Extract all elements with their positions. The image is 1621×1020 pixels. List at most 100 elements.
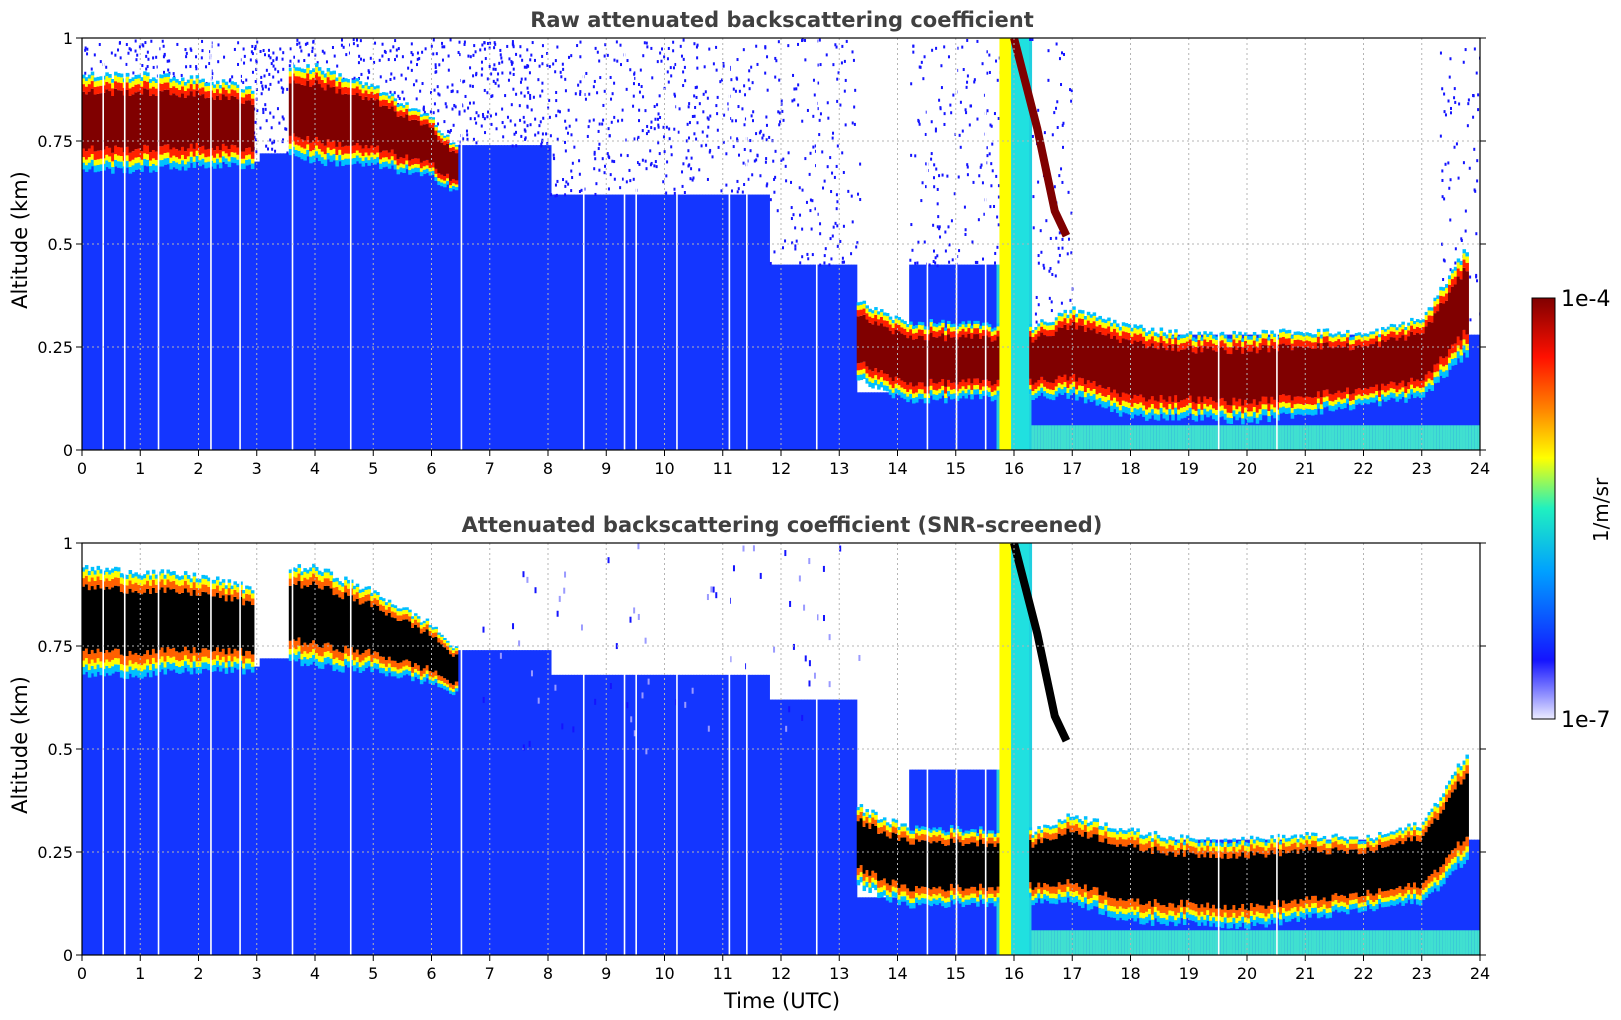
cloud-cell [1270, 345, 1274, 397]
cloud-cell [125, 72, 130, 77]
cloud-cell [1244, 332, 1248, 336]
cloud-cell [1066, 329, 1070, 381]
noise-pixel [269, 82, 272, 86]
noise-pixel [938, 227, 941, 231]
noise-pixel [826, 165, 829, 169]
cloud-cell [1439, 290, 1443, 296]
cloud-cell [952, 323, 957, 327]
noise-pixel [774, 175, 777, 179]
cloud-cell [221, 82, 226, 88]
cloud-cell [1147, 334, 1152, 340]
cloud-cell [1346, 337, 1350, 344]
noise-pixel [172, 72, 175, 76]
cloud-cell [981, 322, 986, 326]
noise-pixel [836, 99, 839, 103]
cloud-cell [215, 80, 220, 85]
cloud-cell [1054, 317, 1059, 321]
noise-pixel [801, 255, 804, 259]
noise-pixel [727, 102, 730, 106]
cloud-cell [99, 150, 103, 159]
cloud-cell [239, 92, 243, 98]
cloud-cell [1057, 387, 1062, 394]
cloud-cell [1308, 396, 1312, 405]
noise-pixel [167, 68, 170, 72]
background-field [504, 145, 508, 450]
noise-pixel [805, 200, 808, 204]
cloud-cell [230, 144, 235, 153]
cloud-cell [1302, 397, 1306, 405]
cloud-cell [96, 76, 101, 81]
noise-pixel [254, 44, 257, 48]
cloud-cell [1034, 339, 1038, 383]
cloud-cell [1066, 387, 1070, 393]
cloud-cell [1418, 323, 1423, 328]
cloud-cell [414, 167, 418, 173]
cloud-cell [1459, 264, 1464, 272]
background-field [1028, 38, 1033, 450]
noise-pixel [482, 115, 485, 119]
noise-pixel [577, 83, 580, 87]
cloud-cell [361, 148, 366, 157]
noise-pixel [785, 179, 788, 183]
cloud-cell [1325, 328, 1330, 332]
cloud-cell [1311, 337, 1315, 343]
cloud-cell [932, 323, 936, 327]
background-field [376, 658, 380, 955]
cloud-cell [1249, 411, 1254, 417]
cloud-cell [1238, 411, 1242, 418]
cloud-cell [1139, 340, 1143, 395]
cloud-cell [151, 86, 156, 95]
noise-pixel [469, 84, 472, 88]
cloud-cell [1383, 392, 1388, 397]
noise-pixel [607, 187, 610, 191]
noise-pixel [939, 235, 942, 239]
noise-pixel [810, 227, 813, 231]
cloud-cell [909, 335, 913, 383]
noise-pixel [816, 63, 819, 67]
cloud-cell [1153, 408, 1158, 414]
cloud-cell [1212, 338, 1216, 344]
noise-pixel [599, 76, 602, 80]
cloud-cell [1450, 279, 1455, 287]
noise-pixel [526, 64, 529, 68]
noise-pixel [986, 109, 989, 113]
cloud-cell [160, 146, 165, 155]
cloud-cell [1145, 332, 1149, 336]
cloud-cell [1351, 393, 1356, 400]
cloud-cell [294, 136, 299, 145]
cloud-cell [399, 167, 403, 173]
cloud-cell [1162, 335, 1167, 342]
cloud-cell [1156, 333, 1161, 338]
cloud-cell [1162, 332, 1167, 336]
cloud-cell [877, 314, 881, 320]
noise-pixel [794, 226, 797, 230]
noise-pixel [698, 168, 701, 172]
cloud-cell [990, 335, 995, 342]
cloud-cell [1139, 333, 1143, 341]
surface-layer [1337, 425, 1341, 450]
cloud-cell [909, 329, 913, 336]
noise-pixel [593, 167, 596, 171]
cloud-cell [425, 168, 430, 174]
cloud-cell [1249, 403, 1254, 412]
cloud-cell [1182, 334, 1187, 338]
noise-pixel [1067, 237, 1070, 241]
noise-pixel [606, 152, 609, 156]
cloud-cell [440, 174, 444, 180]
background-field [446, 658, 450, 955]
cloud-cell [961, 390, 966, 396]
cloud-cell [1305, 347, 1309, 397]
background-field [481, 145, 485, 450]
cloud-cell [1305, 340, 1309, 348]
cloud-cell [1261, 329, 1266, 334]
cloud-cell [195, 75, 200, 79]
noise-pixel [533, 58, 536, 62]
cloud-cell [1139, 328, 1143, 334]
cloud-cell [903, 328, 907, 336]
cloud-cell [1357, 394, 1362, 399]
cloud-cell [297, 83, 302, 138]
noise-pixel [694, 105, 697, 109]
noise-pixel [285, 127, 288, 131]
cloud-cell [151, 158, 156, 164]
noise-pixel [251, 52, 254, 56]
